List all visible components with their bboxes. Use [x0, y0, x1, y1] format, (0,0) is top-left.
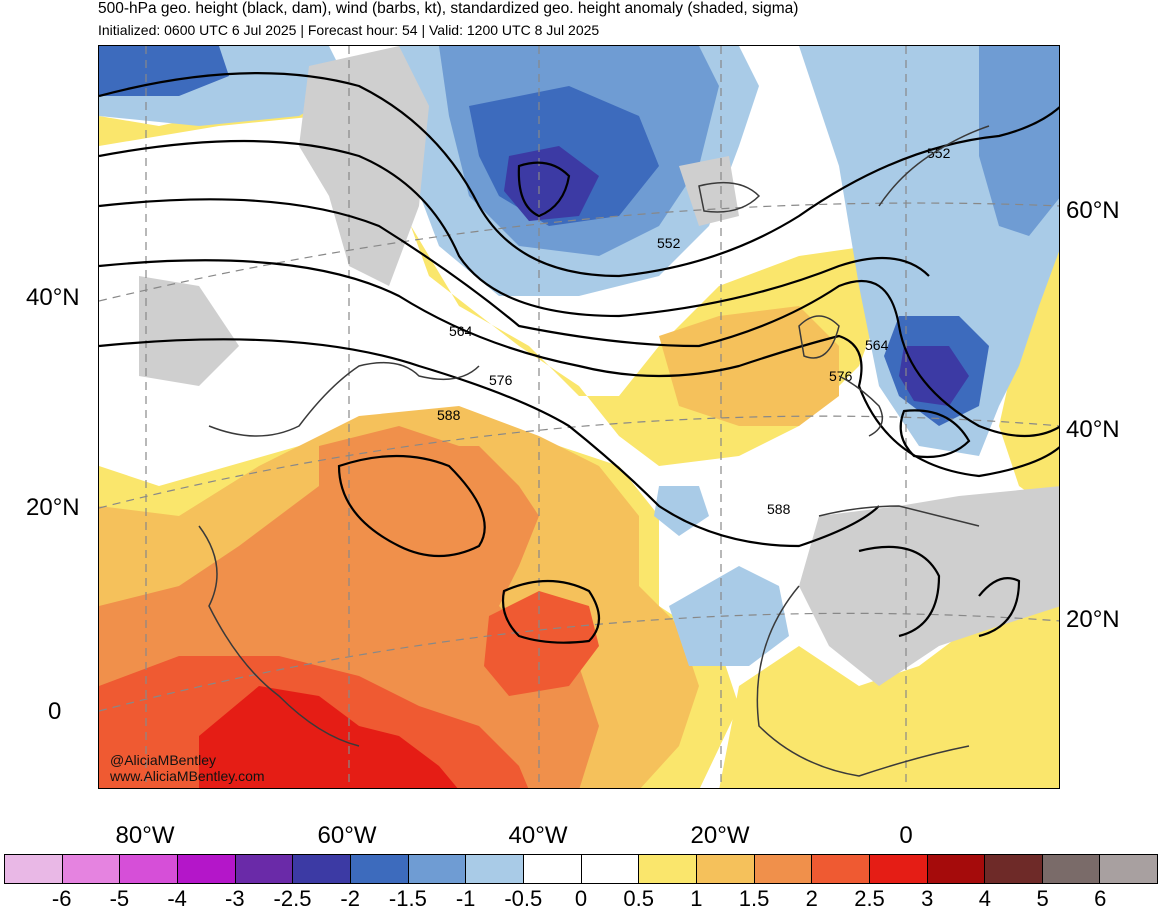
colorbar-swatch: [869, 855, 928, 883]
colorbar-label: -4: [167, 886, 187, 911]
lon-label-0: 0: [899, 822, 913, 849]
colorbar-swatch: [177, 855, 236, 883]
lat-label-right-60n: 60°N: [1066, 197, 1120, 224]
colorbar-label: 2.5: [854, 886, 885, 911]
colorbar-swatch: [466, 855, 524, 883]
colorbar-label: 1: [690, 886, 703, 911]
colorbar-label: -0.5: [504, 886, 543, 911]
colorbar-label: 0.5: [623, 886, 654, 911]
contour-label-564-west: 564: [449, 323, 473, 339]
colorbar-swatch: [696, 855, 755, 883]
colorbar-label: 5: [1036, 886, 1049, 911]
lon-label-40w: 40°W: [508, 822, 568, 849]
map-canvas: 552 552 564 564 576 576 588 588: [99, 46, 1059, 788]
contour-label-552-east: 552: [927, 145, 951, 161]
graticule: [99, 46, 1059, 788]
lat-label-left-40n: 40°N: [26, 284, 80, 311]
colorbar-swatch: [293, 855, 351, 883]
colorbar-label: 1.5: [738, 886, 770, 911]
coastlines: [198, 125, 990, 777]
lon-label-60w: 60°W: [317, 822, 377, 849]
contour-label-588-east: 588: [767, 501, 791, 517]
lat-label-right-40n: 40°N: [1066, 416, 1120, 443]
contour-label-564-east: 564: [865, 337, 889, 353]
map-subtitle: Initialized: 0600 UTC 6 Jul 2025 | Forec…: [98, 22, 600, 38]
colorbar-label: 4: [978, 886, 992, 911]
colorbar-label: -2: [340, 886, 360, 911]
colorbar-swatch: [408, 855, 467, 883]
colorbar-label: 2: [805, 886, 818, 911]
credit-website: www.AliciaMBentley.com: [110, 768, 265, 784]
colorbar-label: -1.5: [388, 886, 427, 911]
lat-label-left-0: 0: [48, 698, 62, 725]
colorbar-swatch: [581, 855, 640, 883]
contour-label-group: 552 552 564 564 576 576 588 588: [437, 145, 951, 517]
colorbar-label: -3: [225, 886, 245, 911]
colorbar-label: 3: [921, 886, 934, 911]
colorbar-swatch: [754, 855, 813, 883]
contour-label-588-west: 588: [437, 407, 461, 423]
colorbar-swatch: [812, 855, 870, 883]
colorbar-swatch: [985, 855, 1043, 883]
contour-label-552-west: 552: [657, 235, 681, 251]
colorbar-label: 0: [574, 886, 588, 911]
contour-label-576-west: 576: [489, 372, 513, 388]
colorbar-swatch: [927, 855, 986, 883]
weather-map: 552 552 564 564 576 576 588 588: [98, 45, 1060, 789]
anomaly-colorbar: [4, 854, 1158, 884]
colorbar-label: -1: [455, 886, 476, 911]
colorbar-swatch: [639, 855, 697, 883]
colorbar-swatch: [1100, 855, 1158, 883]
lat-label-right-20n: 20°N: [1066, 606, 1120, 633]
colorbar-swatch: [235, 855, 294, 883]
lat-label-left-20n: 20°N: [26, 494, 80, 521]
colorbar-label: 6: [1094, 886, 1107, 911]
credit-handle: @AliciaMBentley: [110, 752, 217, 768]
colorbar-label: -2.5: [273, 886, 312, 911]
colorbar-label: -5: [109, 886, 130, 911]
colorbar-swatch: [5, 855, 63, 883]
colorbar-label: -6: [51, 886, 72, 911]
colorbar-swatch: [62, 855, 121, 883]
colorbar-swatch: [523, 855, 582, 883]
colorbar-swatch: [350, 855, 409, 883]
lon-label-80w: 80°W: [115, 822, 175, 849]
lon-label-20w: 20°W: [690, 822, 750, 849]
colorbar-swatch: [120, 855, 178, 883]
colorbar-swatch: [1042, 855, 1101, 883]
map-title: 500-hPa geo. height (black, dam), wind (…: [98, 0, 799, 17]
